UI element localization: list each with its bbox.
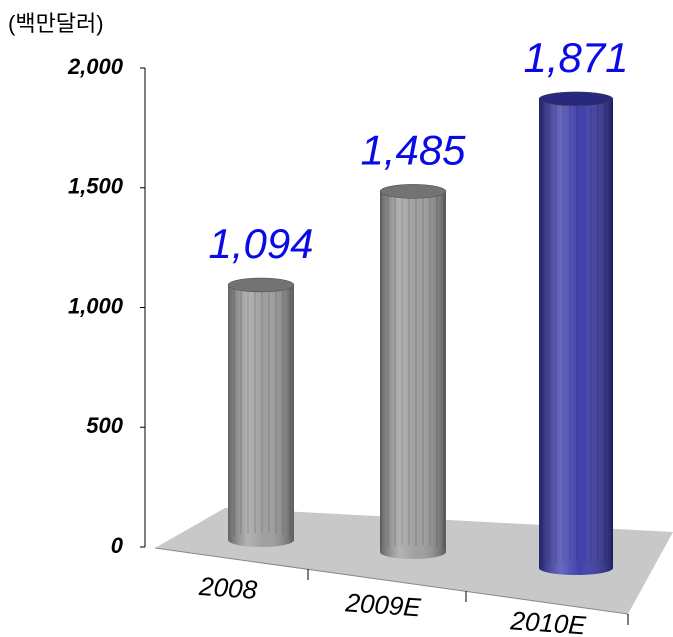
value-label: 1,485: [360, 126, 466, 173]
bar-bottom-shade: [228, 533, 294, 547]
bar-bottom-shade: [539, 561, 613, 575]
value-label: 1,094: [208, 220, 313, 267]
bar-cap-shade: [539, 91, 613, 106]
bar-stripes: [228, 284, 294, 540]
bar-cap: [538, 91, 614, 107]
bar-bottom-shade: [380, 545, 446, 559]
x-tick-label: 2008: [197, 571, 258, 605]
bar-cap-shade: [228, 277, 294, 292]
y-tick-label: 0: [111, 533, 124, 558]
x-tick-label: 2009E: [344, 587, 423, 622]
x-tick-label: 2010E: [509, 605, 588, 637]
y-tick-label: 1,500: [68, 174, 124, 199]
bar-stripes: [539, 98, 613, 568]
bar-cap: [379, 184, 447, 199]
floor-edge: [154, 547, 629, 615]
bar-cap: [227, 277, 295, 293]
value-label: 1,871: [523, 34, 628, 81]
y-tick-label: 1,000: [68, 293, 124, 318]
bar-stripes: [380, 191, 446, 552]
y-tick-label: 500: [86, 413, 123, 438]
y-axis-label: (백만달러): [8, 11, 104, 36]
bar-cap-shade: [380, 184, 446, 199]
y-tick-label: 2,000: [67, 54, 124, 79]
